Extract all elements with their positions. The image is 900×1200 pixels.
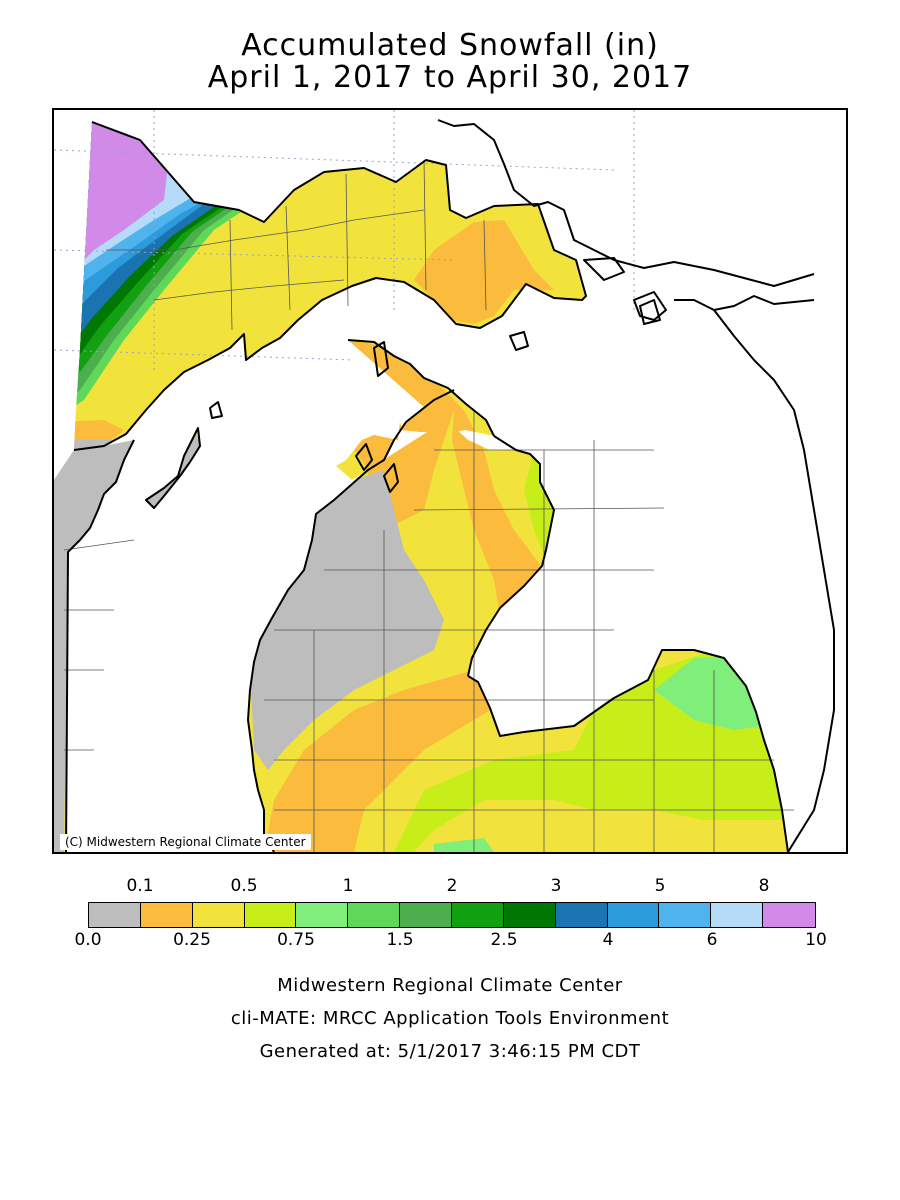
legend-swatch	[348, 903, 401, 927]
footer-organization: Midwestern Regional Climate Center	[277, 975, 623, 996]
county-lines	[63, 159, 794, 852]
legend-lower-label: 0.25	[173, 930, 211, 950]
legend-upper-label: 8	[758, 876, 770, 896]
legend-lower-label: 1.5	[386, 930, 414, 950]
legend-swatch	[763, 903, 816, 927]
legend-swatch	[659, 903, 712, 927]
map-date-range: April 1, 2017 to April 30, 2017	[207, 60, 693, 95]
legend-lower-label: 0.0	[74, 930, 102, 950]
legend-lower-label: 4	[602, 930, 614, 950]
legend-upper-label: 0.1	[126, 876, 154, 896]
map-copyright: (C) Midwestern Regional Climate Center	[60, 834, 311, 850]
snowfall-legend: 0.0 0.25 0.75 1.5 2.5 4 6 10 0.1 0.5 1 2 3 5 8	[74, 870, 826, 960]
legend-swatch	[503, 903, 556, 927]
footer-application: cli-MATE: MRCC Application Tools Environ…	[230, 1008, 670, 1029]
legend-lower-label: 10	[805, 930, 827, 950]
legend-swatch	[140, 903, 193, 927]
legend-swatch	[607, 903, 660, 927]
legend-upper-label: 3	[550, 876, 562, 896]
shorelines	[65, 119, 835, 852]
legend-swatch	[244, 903, 297, 927]
legend-lower-label: 2.5	[490, 930, 518, 950]
snowfall-map: (C) Midwestern Regional Climate Center	[52, 108, 848, 854]
legend-lower-label: 0.75	[277, 930, 315, 950]
legend-lower-label: 6	[706, 930, 718, 950]
legend-swatch	[192, 903, 245, 927]
footer-generated-time: Generated at: 5/1/2017 3:46:15 PM CDT	[259, 1041, 641, 1062]
graticule	[54, 110, 635, 370]
map-title: Accumulated Snowfall (in)	[241, 28, 659, 63]
legend-upper-label: 2	[446, 876, 458, 896]
legend-swatch	[296, 903, 349, 927]
legend-color-bar	[88, 902, 816, 928]
legend-swatch	[89, 903, 141, 927]
legend-swatch	[711, 903, 764, 927]
legend-upper-label: 5	[654, 876, 666, 896]
legend-upper-label: 0.5	[230, 876, 258, 896]
legend-swatch	[452, 903, 504, 927]
legend-swatch	[555, 903, 608, 927]
legend-swatch	[400, 903, 453, 927]
legend-upper-label: 1	[342, 876, 354, 896]
map-canvas	[54, 110, 835, 852]
